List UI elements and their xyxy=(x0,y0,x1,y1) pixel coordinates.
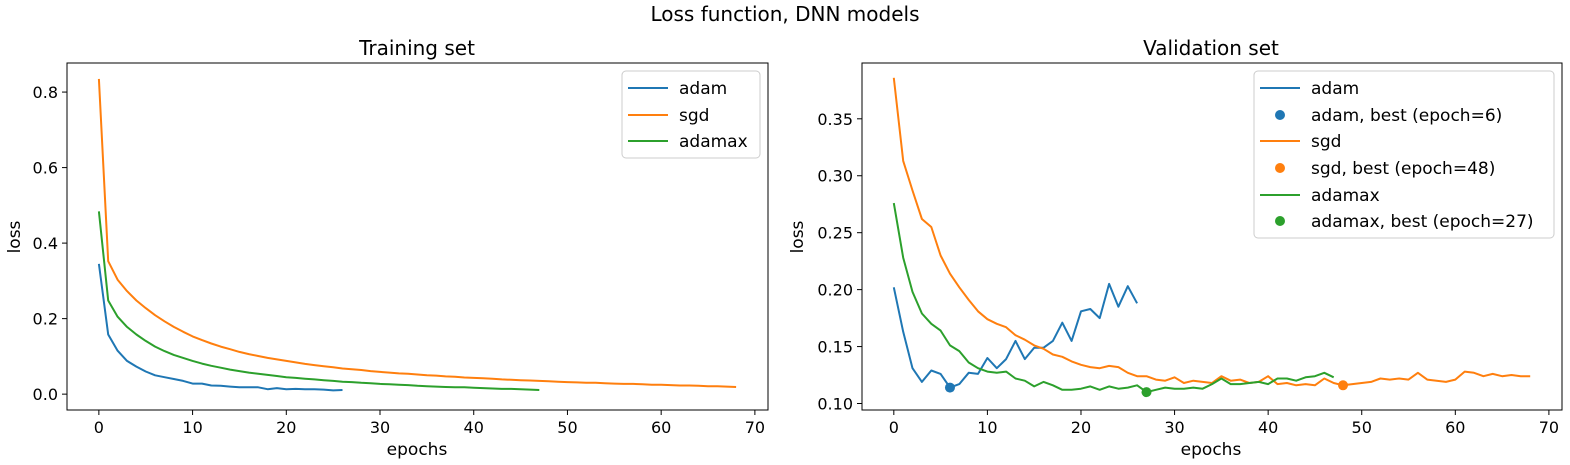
validation-legend-label-adamax-best: adamax, best (epoch=27) xyxy=(1311,212,1534,232)
validation-x-tick-label: 60 xyxy=(1445,418,1465,437)
validation-x-tick-label: 70 xyxy=(1539,418,1559,437)
training-x-tick-label: 10 xyxy=(182,418,202,437)
training-x-tick-label: 50 xyxy=(557,418,577,437)
training-x-tick-label: 70 xyxy=(745,418,765,437)
validation-y-tick-label: 0.20 xyxy=(817,281,853,300)
training-y-axis-label: loss xyxy=(5,220,25,253)
validation-y-tick-label: 0.10 xyxy=(817,395,853,414)
validation-legend-marker-sgd-best xyxy=(1275,163,1285,173)
training-chart: Training set epochs loss 0 10 20 30 40 50 60 70… xyxy=(5,36,769,460)
training-x-tick-label: 30 xyxy=(370,418,390,437)
training-legend-box xyxy=(621,70,761,159)
validation-y-axis-label: loss xyxy=(788,220,808,253)
validation-legend-marker-adam-best xyxy=(1275,110,1285,120)
training-y-tick-label: 0.6 xyxy=(33,159,58,178)
validation-legend-label-adamax: adamax xyxy=(1311,186,1380,206)
validation-y-tick-label: 0.25 xyxy=(817,224,853,243)
validation-chart: Validation set epochs loss 0 10 20 30 40 50 60… xyxy=(788,36,1563,460)
validation-legend-label-sgd-best: sgd, best (epoch=48) xyxy=(1311,159,1495,179)
training-plot-frame xyxy=(66,62,769,411)
training-series-line-adamax xyxy=(97,211,540,391)
training-series-line-sgd xyxy=(97,78,737,388)
validation-legend-label-adam: adam xyxy=(1311,79,1359,99)
validation-best-point-sgd xyxy=(1338,380,1349,391)
validation-x-tick-label: 30 xyxy=(1164,418,1184,437)
training-x-tick-label: 20 xyxy=(276,418,296,437)
training-y-tick-label: 0.0 xyxy=(33,385,58,404)
training-series-line-adam xyxy=(97,263,343,392)
training-y-tick-label: 0.8 xyxy=(33,83,58,102)
training-x-axis-label: epochs xyxy=(387,440,448,460)
validation-x-tick-label: 50 xyxy=(1352,418,1372,437)
training-series xyxy=(97,78,737,392)
validation-chart-title: Validation set xyxy=(1143,36,1279,60)
validation-legend-label-sgd: sgd xyxy=(1311,132,1341,152)
validation-plot-frame xyxy=(861,62,1563,411)
validation-x-axis-label: epochs xyxy=(1181,440,1242,460)
training-chart-title: Training set xyxy=(358,36,475,60)
validation-best-point-adam xyxy=(944,382,955,393)
figure-title: Loss function, DNN models xyxy=(650,2,919,26)
validation-legend-box xyxy=(1253,70,1555,239)
validation-series-line-adam xyxy=(892,282,1138,389)
training-legend-label-adam: adam xyxy=(679,79,727,99)
validation-x-tick-label: 0 xyxy=(889,418,899,437)
training-axis-ticks: 0 10 20 30 40 50 60 70 0.0 0.2 0.4 0.6 0.8 xyxy=(33,83,766,437)
validation-series xyxy=(892,77,1531,398)
validation-y-tick-label: 0.35 xyxy=(817,110,853,129)
validation-series-line-adamax xyxy=(892,202,1335,394)
validation-x-tick-label: 40 xyxy=(1258,418,1278,437)
training-x-tick-label: 0 xyxy=(94,418,104,437)
validation-axis-ticks: 0 10 20 30 40 50 60 70 0.10 0.15 0.20 0.25 0.30 0.35 xyxy=(817,110,1559,437)
validation-x-tick-label: 20 xyxy=(1071,418,1091,437)
validation-legend-label-adam-best: adam, best (epoch=6) xyxy=(1311,106,1502,126)
training-x-tick-label: 40 xyxy=(464,418,484,437)
training-legend-label-sgd: sgd xyxy=(679,106,709,126)
training-y-tick-label: 0.2 xyxy=(33,310,58,329)
validation-y-tick-label: 0.30 xyxy=(817,167,853,186)
validation-y-tick-label: 0.15 xyxy=(817,338,853,357)
validation-best-point-adamax xyxy=(1141,387,1152,398)
validation-legend-marker-adamax-best xyxy=(1275,216,1285,226)
training-legend-label-adamax: adamax xyxy=(679,132,748,152)
training-x-tick-label: 60 xyxy=(651,418,671,437)
training-legend: adam sgd adamax xyxy=(621,70,761,159)
training-y-tick-label: 0.4 xyxy=(33,234,58,253)
validation-x-tick-label: 10 xyxy=(977,418,997,437)
validation-legend: adam adam, best (epoch=6) sgd sgd, best … xyxy=(1253,70,1555,239)
